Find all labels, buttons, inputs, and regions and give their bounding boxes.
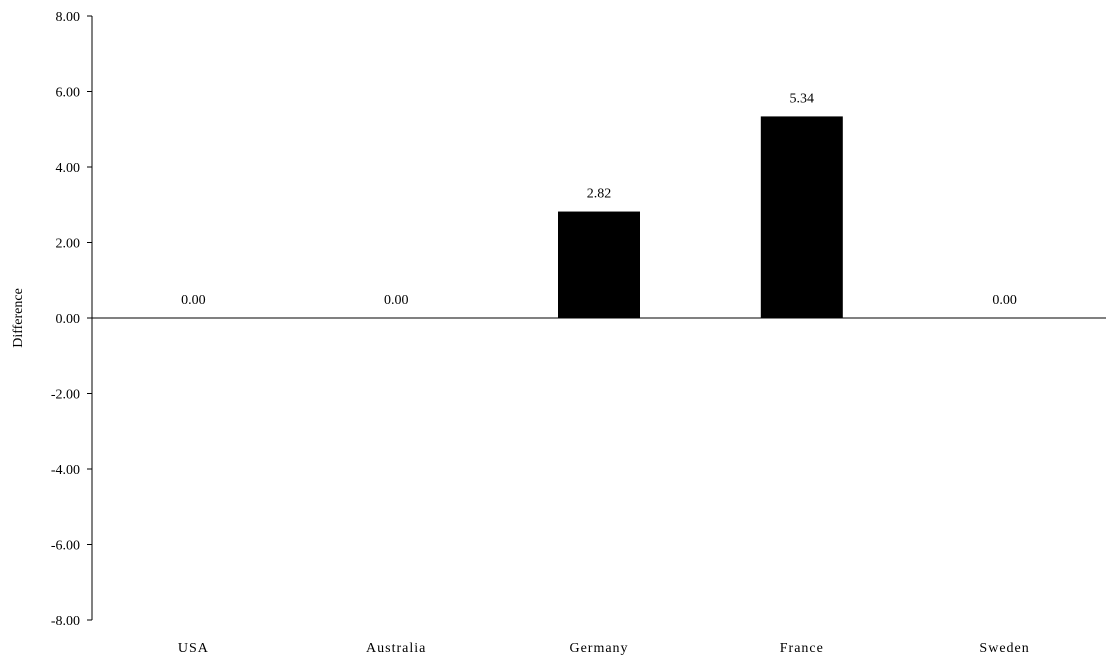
- data-labels: 0.00 0.00 2.82 5.34 0.00: [181, 91, 1017, 308]
- x-tick-label: Sweden: [979, 641, 1029, 656]
- y-axis-title: Difference: [11, 288, 26, 348]
- data-label: 0.00: [384, 293, 409, 308]
- y-tick-label: -2.00: [51, 388, 80, 403]
- bar-germany: [558, 211, 640, 318]
- data-label: 2.82: [587, 187, 612, 202]
- x-tick-label: Australia: [366, 641, 426, 656]
- y-tick-label: 0.00: [56, 312, 81, 327]
- y-tick-label: -8.00: [51, 614, 80, 629]
- y-tick-label: 2.00: [56, 237, 81, 252]
- bars: [558, 116, 843, 318]
- x-labels: USA Australia Germany France Sweden: [178, 641, 1029, 656]
- data-label: 0.00: [181, 293, 206, 308]
- bar-france: [760, 116, 843, 318]
- x-tick-label: Germany: [569, 641, 628, 656]
- y-tick-label: 4.00: [56, 161, 81, 176]
- x-tick-label: USA: [178, 641, 209, 656]
- x-tick-label: France: [780, 641, 824, 656]
- y-tick-label: -4.00: [51, 463, 80, 478]
- data-label: 5.34: [790, 91, 815, 106]
- y-tick-label: -6.00: [51, 539, 80, 554]
- y-ticks: 8.00 6.00 4.00 2.00 0.00 -2.00 -4.00 -6.00 -8.00: [51, 10, 92, 629]
- y-tick-label: 6.00: [56, 86, 81, 101]
- y-tick-label: 8.00: [56, 10, 81, 25]
- data-label: 0.00: [992, 293, 1017, 308]
